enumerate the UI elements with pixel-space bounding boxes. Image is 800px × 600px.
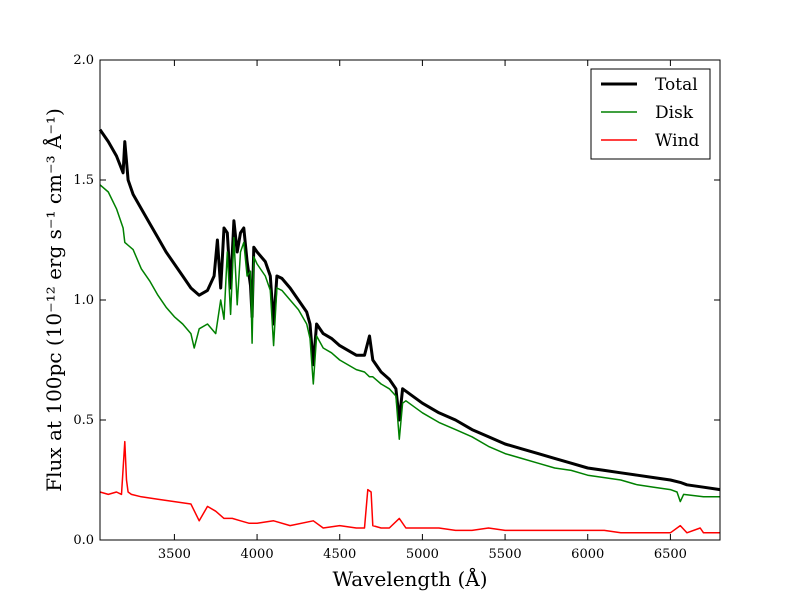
x-tick-label: 5500 [489,547,522,562]
legend: Total Disk Wind [590,68,711,160]
x-tick-label: 6000 [571,547,604,562]
y-tick-label: 0.0 [73,533,94,548]
legend-label-disk: Disk [655,103,694,123]
series-line-disk [99,184,720,503]
y-tick-label: 1.0 [73,293,94,308]
x-tick-label: 5000 [406,547,439,562]
x-axis-title: Wavelength (Å) [332,566,487,591]
y-tick-label: 2.0 [73,53,94,68]
y-tick-label: 1.5 [73,173,94,188]
series-line-wind [99,440,720,534]
x-tick-label: 4000 [241,547,274,562]
y-tick-label: 0.5 [73,413,94,428]
legend-label-wind: Wind [655,131,700,151]
legend-label-total: Total [655,75,698,95]
series-layer [98,128,721,534]
x-tick-label: 6500 [654,547,687,562]
x-tick-label: 4500 [323,547,356,562]
x-tick-label: 3500 [158,547,191,562]
y-axis-title: Flux at 100pc (10⁻¹² erg s⁻¹ cm⁻³ Å⁻¹) [41,108,66,492]
series-line-total [98,128,721,492]
tick-layer: 3500 4000 4500 5000 5500 6000 6500 0.0 0.5 1.0 1.5… [73,53,720,562]
